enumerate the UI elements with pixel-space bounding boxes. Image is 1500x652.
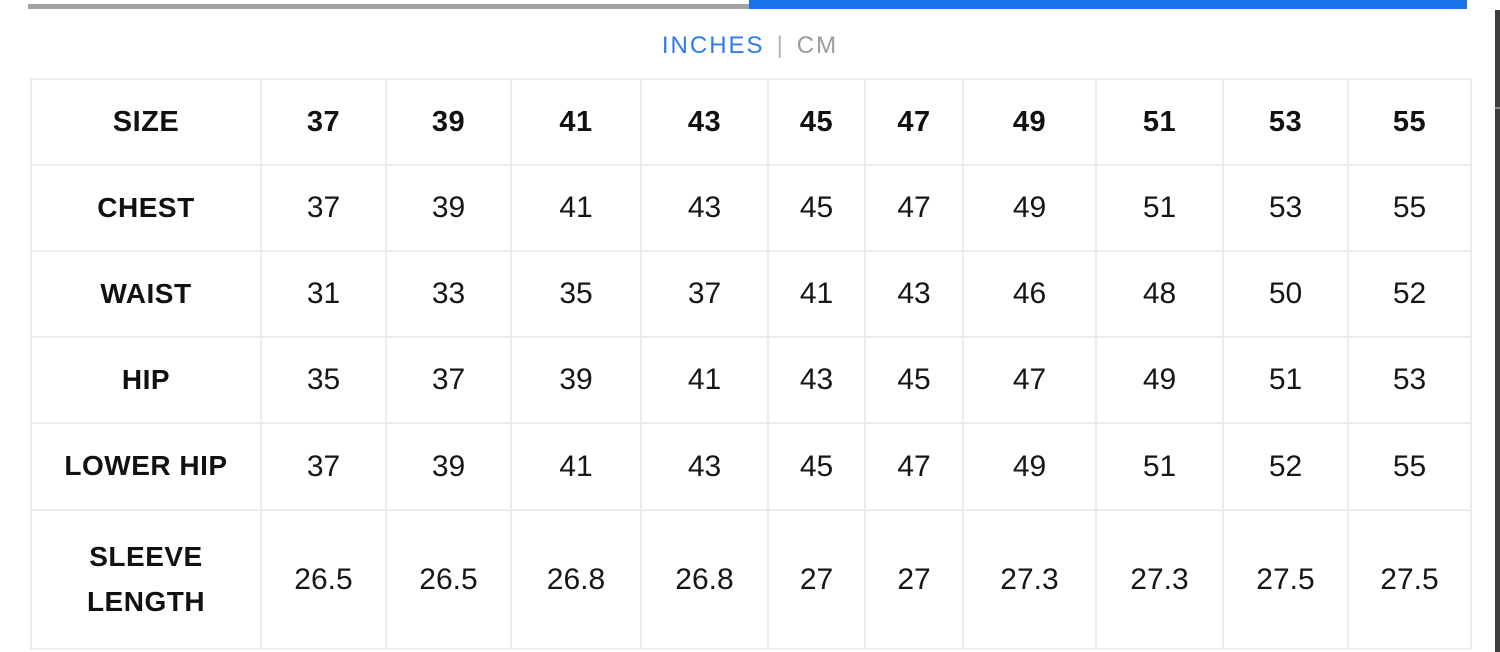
- size-column-header: 37: [260, 78, 387, 166]
- size-column-header: 41: [510, 78, 642, 166]
- cm-unit-button[interactable]: CM: [796, 32, 839, 59]
- size-column-header: 49: [962, 78, 1097, 166]
- measurement-cell: 46: [962, 250, 1097, 338]
- measurement-cell: 33: [385, 250, 512, 338]
- size-column-header: 55: [1347, 78, 1472, 166]
- inactive-tab-indicator-bar: [28, 4, 749, 9]
- measurement-cell: 31: [260, 250, 387, 338]
- measurement-cell: 51: [1095, 422, 1224, 511]
- table-row: WAIST 31 33 35 37 41 43 46 48 50 52: [30, 250, 1472, 338]
- size-chart-table: SIZE 37 39 41 43 45 47 49 51 53 55 CHEST 37 39 41 43 45…: [30, 78, 1472, 650]
- measurement-cell: 49: [962, 422, 1097, 511]
- measurement-cell: 52: [1347, 250, 1472, 338]
- size-column-header: 53: [1222, 78, 1349, 166]
- measurement-cell: 35: [510, 250, 642, 338]
- vertical-scrollbar[interactable]: [1495, 10, 1500, 652]
- measurement-cell: 51: [1222, 336, 1349, 424]
- measurement-cell: 47: [864, 422, 964, 511]
- size-header-row: SIZE 37 39 41 43 45 47 49 51 53 55: [30, 78, 1472, 166]
- measurement-cell: 37: [260, 164, 387, 252]
- size-header-label: SIZE: [30, 78, 262, 166]
- measurement-cell: 55: [1347, 422, 1472, 511]
- measurement-cell: 27.5: [1347, 509, 1472, 650]
- measurement-cell: 47: [864, 164, 964, 252]
- measurement-cell: 51: [1095, 164, 1224, 252]
- measurement-cell: 26.8: [510, 509, 642, 650]
- unit-toggle-separator: |: [776, 32, 785, 59]
- row-label: WAIST: [30, 250, 262, 338]
- measurement-cell: 27: [864, 509, 964, 650]
- measurement-cell: 50: [1222, 250, 1349, 338]
- size-chart-table-container: SIZE 37 39 41 43 45 47 49 51 53 55 CHEST 37 39 41 43 45…: [30, 78, 1472, 650]
- measurement-cell: 53: [1222, 164, 1349, 252]
- measurement-cell: 41: [640, 336, 769, 424]
- measurement-cell: 35: [260, 336, 387, 424]
- measurement-cell: 41: [510, 164, 642, 252]
- size-column-header: 43: [640, 78, 769, 166]
- measurement-cell: 52: [1222, 422, 1349, 511]
- measurement-cell: 27.3: [962, 509, 1097, 650]
- measurement-cell: 27.5: [1222, 509, 1349, 650]
- measurement-cell: 49: [962, 164, 1097, 252]
- inches-unit-button[interactable]: INCHES: [661, 32, 765, 59]
- measurement-cell: 39: [385, 164, 512, 252]
- measurement-cell: 27.3: [1095, 509, 1224, 650]
- row-label: CHEST: [30, 164, 262, 252]
- measurement-cell: 43: [864, 250, 964, 338]
- measurement-cell: 39: [385, 422, 512, 511]
- measurement-cell: 37: [260, 422, 387, 511]
- measurement-cell: 26.5: [385, 509, 512, 650]
- measurement-cell: 49: [1095, 336, 1224, 424]
- row-label: HIP: [30, 336, 262, 424]
- measurement-cell: 37: [640, 250, 769, 338]
- measurement-cell: 43: [767, 336, 866, 424]
- row-label: SLEEVE LENGTH: [30, 509, 262, 650]
- table-row: HIP 35 37 39 41 43 45 47 49 51 53: [30, 336, 1472, 424]
- table-row: LOWER HIP 37 39 41 43 45 47 49 51 52 55: [30, 422, 1472, 511]
- measurement-cell: 45: [767, 164, 866, 252]
- measurement-cell: 45: [864, 336, 964, 424]
- measurement-cell: 41: [510, 422, 642, 511]
- measurement-cell: 37: [385, 336, 512, 424]
- measurement-cell: 48: [1095, 250, 1224, 338]
- measurement-cell: 53: [1347, 336, 1472, 424]
- measurement-cell: 43: [640, 422, 769, 511]
- measurement-cell: 45: [767, 422, 866, 511]
- unit-toggle: INCHES | CM: [0, 30, 1500, 62]
- table-row: CHEST 37 39 41 43 45 47 49 51 53 55: [30, 164, 1472, 252]
- size-column-header: 51: [1095, 78, 1224, 166]
- measurement-cell: 43: [640, 164, 769, 252]
- measurement-cell: 55: [1347, 164, 1472, 252]
- size-column-header: 45: [767, 78, 866, 166]
- size-column-header: 47: [864, 78, 964, 166]
- table-row: SLEEVE LENGTH 26.5 26.5 26.8 26.8 27 27 27.3 27.…: [30, 509, 1472, 650]
- row-label: LOWER HIP: [30, 422, 262, 511]
- measurement-cell: 47: [962, 336, 1097, 424]
- measurement-cell: 39: [510, 336, 642, 424]
- active-tab-indicator-bar: [749, 0, 1467, 9]
- size-column-header: 39: [385, 78, 512, 166]
- measurement-cell: 26.8: [640, 509, 769, 650]
- measurement-cell: 41: [767, 250, 866, 338]
- measurement-cell: 26.5: [260, 509, 387, 650]
- measurement-cell: 27: [767, 509, 866, 650]
